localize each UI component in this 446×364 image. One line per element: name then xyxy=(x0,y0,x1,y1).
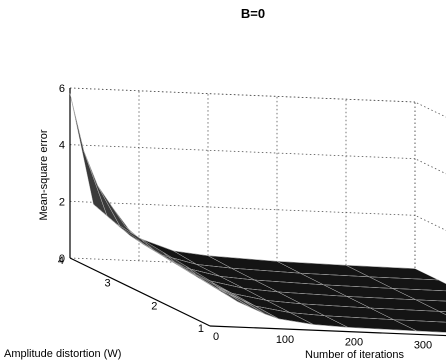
y-tick-label: 4 xyxy=(58,255,64,267)
surface-mesh-line xyxy=(93,203,439,281)
x-axis-line xyxy=(209,325,446,337)
surface-patch xyxy=(439,311,446,315)
y-tick-label: 2 xyxy=(151,300,157,312)
y-tick-label: 3 xyxy=(105,278,111,290)
surface-layer xyxy=(69,93,446,333)
z-tick-label: 0 xyxy=(59,253,65,265)
grid-line xyxy=(414,158,446,175)
y-axis-line xyxy=(69,257,211,327)
x-tick-label: 300 xyxy=(414,339,432,351)
surface-patch xyxy=(392,288,446,302)
z-tick-label: 4 xyxy=(59,140,65,152)
surface-mesh-line xyxy=(186,266,446,323)
surface-patch xyxy=(393,319,446,333)
y-axis-label: Amplitude distortion (W) xyxy=(4,348,121,360)
chart-title: B=0 xyxy=(241,6,265,21)
x-tick-label: 200 xyxy=(345,337,363,349)
x-tick-label: 100 xyxy=(276,334,294,346)
surface-mesh-line xyxy=(209,280,446,333)
grid-line xyxy=(414,101,446,118)
z-tick-label: 6 xyxy=(59,83,65,95)
surface-patch xyxy=(415,299,446,312)
surface-mesh-line xyxy=(69,93,416,269)
surface-patch xyxy=(116,223,154,251)
x-tick-label: 0 xyxy=(213,331,219,343)
surface-mesh-line xyxy=(163,252,446,312)
grid-line xyxy=(69,87,416,103)
z-axis-label: Mean-square error xyxy=(38,129,50,220)
surface-patch xyxy=(138,237,197,265)
z-tick-label: 2 xyxy=(59,196,65,208)
y-tick-label: 1 xyxy=(198,323,204,335)
surface-mesh-line xyxy=(116,223,446,292)
tick-layer: 024612340100200300400500 xyxy=(58,83,432,351)
grid-line xyxy=(69,144,416,160)
x-axis-label: Number of iterations xyxy=(305,349,405,361)
grid-line xyxy=(69,200,416,216)
